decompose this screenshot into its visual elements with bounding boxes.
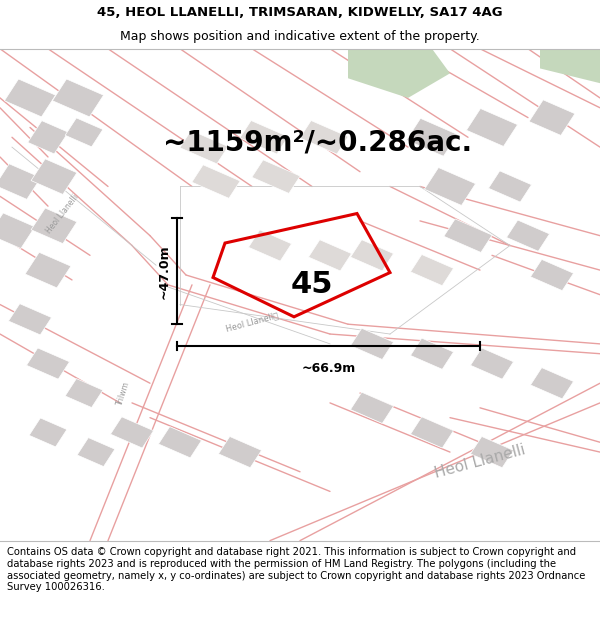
Polygon shape: [25, 253, 71, 288]
Text: 45, HEOL LLANELLI, TRIMSARAN, KIDWELLY, SA17 4AG: 45, HEOL LLANELLI, TRIMSARAN, KIDWELLY, …: [97, 6, 503, 19]
Polygon shape: [530, 368, 574, 399]
Polygon shape: [410, 254, 454, 286]
Text: Trilwm: Trilwm: [115, 380, 131, 406]
Polygon shape: [52, 79, 104, 117]
Polygon shape: [180, 131, 228, 164]
Polygon shape: [410, 338, 454, 369]
Polygon shape: [0, 213, 35, 249]
Text: Contains OS data © Crown copyright and database right 2021. This information is : Contains OS data © Crown copyright and d…: [7, 548, 586, 592]
Polygon shape: [192, 165, 240, 198]
Text: Heol Llanell˱: Heol Llanell˱: [224, 311, 280, 333]
Polygon shape: [218, 436, 262, 468]
Polygon shape: [506, 220, 550, 251]
Polygon shape: [300, 121, 348, 154]
Text: Heol Llanelli: Heol Llanelli: [45, 192, 81, 235]
Polygon shape: [252, 160, 300, 193]
Polygon shape: [248, 230, 292, 261]
Polygon shape: [350, 240, 394, 271]
Polygon shape: [28, 121, 68, 154]
Polygon shape: [466, 109, 518, 146]
Text: Heol Llanelli: Heol Llanelli: [433, 442, 527, 481]
Polygon shape: [0, 164, 41, 199]
Polygon shape: [410, 417, 454, 448]
Polygon shape: [470, 436, 514, 468]
Polygon shape: [240, 121, 288, 154]
Polygon shape: [308, 240, 352, 271]
Polygon shape: [31, 159, 77, 194]
Polygon shape: [444, 219, 492, 253]
Text: ~47.0m: ~47.0m: [157, 244, 170, 299]
Polygon shape: [529, 100, 575, 136]
Polygon shape: [26, 348, 70, 379]
Polygon shape: [4, 79, 56, 117]
Polygon shape: [350, 392, 394, 423]
Polygon shape: [530, 259, 574, 291]
Polygon shape: [31, 208, 77, 244]
Polygon shape: [77, 438, 115, 466]
Text: ~66.9m: ~66.9m: [301, 362, 356, 375]
Polygon shape: [65, 118, 103, 147]
Polygon shape: [65, 379, 103, 408]
Text: 45: 45: [291, 271, 333, 299]
Polygon shape: [540, 49, 600, 83]
Text: Map shows position and indicative extent of the property.: Map shows position and indicative extent…: [120, 30, 480, 43]
Polygon shape: [350, 328, 394, 359]
Polygon shape: [158, 427, 202, 458]
Polygon shape: [406, 118, 458, 156]
Polygon shape: [29, 418, 67, 447]
Polygon shape: [110, 417, 154, 448]
Polygon shape: [470, 348, 514, 379]
Text: ~1159m²/~0.286ac.: ~1159m²/~0.286ac.: [163, 128, 473, 156]
Polygon shape: [424, 168, 476, 206]
Polygon shape: [488, 171, 532, 202]
Polygon shape: [348, 49, 450, 98]
Polygon shape: [8, 304, 52, 335]
